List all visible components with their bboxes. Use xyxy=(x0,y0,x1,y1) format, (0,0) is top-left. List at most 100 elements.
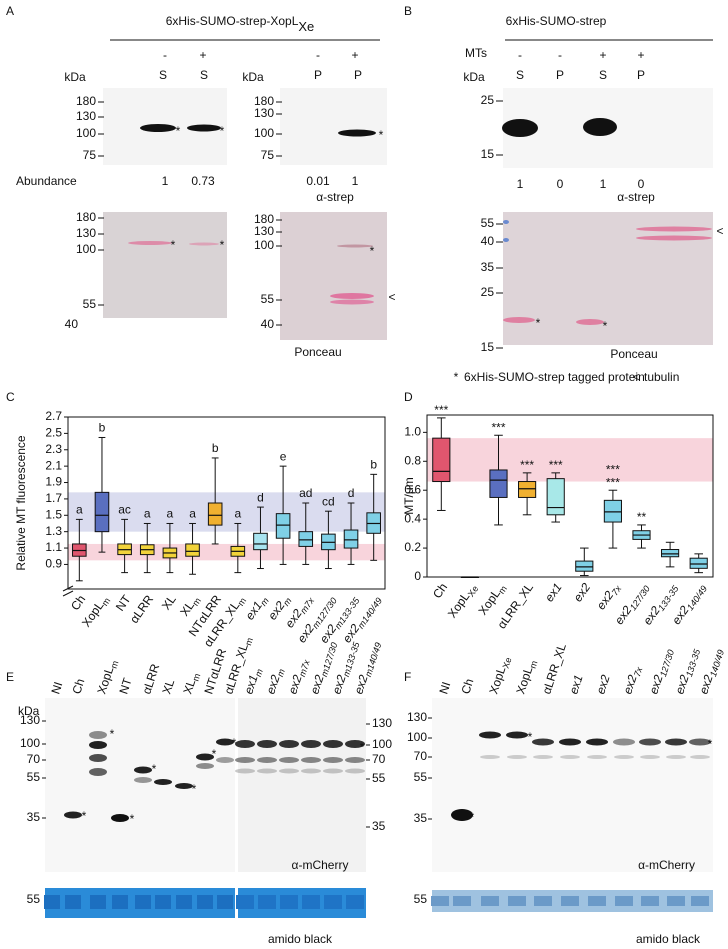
label: * xyxy=(152,762,157,776)
box xyxy=(603,499,622,523)
label-text: XopL xyxy=(95,665,117,696)
band xyxy=(175,783,193,789)
label: * xyxy=(82,809,87,823)
band xyxy=(128,241,172,245)
loading-band xyxy=(217,895,233,909)
band xyxy=(257,740,277,748)
band xyxy=(506,731,528,739)
label: 55 xyxy=(414,770,428,784)
label-subscript: m xyxy=(109,660,121,670)
band xyxy=(111,814,129,822)
label: 70 xyxy=(27,752,41,766)
loading-band xyxy=(65,895,81,909)
label: tubulin xyxy=(644,370,679,384)
panel-label: F xyxy=(404,670,411,684)
band xyxy=(586,738,608,746)
band xyxy=(345,740,365,748)
label-text: αLRR_XL xyxy=(540,642,570,696)
label-subscript: 140/49 xyxy=(708,649,726,679)
label: kDa xyxy=(463,70,485,84)
label: 35 xyxy=(372,819,386,833)
label-subscript: m xyxy=(236,596,249,608)
label: * xyxy=(110,727,115,741)
label: S xyxy=(599,68,607,82)
label-subscript: 133-35 xyxy=(684,647,703,678)
band xyxy=(196,753,214,761)
label: * xyxy=(536,316,541,330)
box xyxy=(94,491,110,533)
band xyxy=(89,731,107,739)
label-text: ex1 xyxy=(242,673,261,696)
band xyxy=(235,740,255,748)
band xyxy=(257,768,277,774)
label: 100 xyxy=(254,238,274,252)
annotation: e xyxy=(280,449,287,463)
loading-band xyxy=(155,895,171,909)
band xyxy=(640,755,660,759)
label: * xyxy=(454,370,459,384)
band xyxy=(140,124,176,132)
band xyxy=(576,319,604,325)
y-tick-label: 2.7 xyxy=(45,409,62,423)
lane-label: ex1m xyxy=(242,666,266,697)
label: S xyxy=(516,68,524,82)
label-text: ex2 xyxy=(352,673,371,696)
label: - xyxy=(316,48,320,62)
label: * xyxy=(171,238,176,252)
band xyxy=(666,755,686,759)
blot xyxy=(280,88,387,165)
x-tick-label: αLRR xyxy=(127,592,156,626)
loading-band xyxy=(641,896,659,906)
blot xyxy=(432,698,713,872)
label: * xyxy=(212,747,217,761)
band-region xyxy=(68,492,385,532)
annotation: ** xyxy=(637,510,647,524)
label: S xyxy=(200,68,208,82)
loading-band xyxy=(615,896,633,906)
label: 1 xyxy=(600,177,607,191)
label: 40 xyxy=(481,234,495,248)
band xyxy=(507,755,527,759)
y-axis-label: MT/μm xyxy=(402,477,416,515)
label: 180 xyxy=(76,210,96,224)
band xyxy=(301,768,321,774)
y-tick-label: 1.5 xyxy=(45,507,62,521)
label: * xyxy=(176,124,181,138)
band xyxy=(503,317,535,323)
label: * xyxy=(379,128,384,142)
label: 180 xyxy=(254,94,274,108)
label-subscript: m140/49 xyxy=(363,641,383,678)
label-subscript: m xyxy=(253,667,265,678)
y-tick-label: 2.3 xyxy=(45,442,62,456)
label-subscript: 140/49 xyxy=(685,584,709,613)
box xyxy=(661,549,680,558)
label: 130 xyxy=(76,226,96,240)
y-tick-label: 0.4 xyxy=(404,511,421,525)
band xyxy=(613,738,635,746)
label-text: NT xyxy=(113,592,134,614)
label: 70 xyxy=(372,752,386,766)
x-tick-label: XopLXe xyxy=(445,581,481,622)
label-subscript: m xyxy=(275,667,287,678)
band xyxy=(636,226,712,232)
annotation: b xyxy=(370,458,377,472)
label-text: ex2 xyxy=(621,673,640,696)
annotation: *** xyxy=(606,462,620,476)
rule xyxy=(62,590,74,597)
band xyxy=(187,124,221,132)
loading-band xyxy=(302,895,320,909)
label: 35 xyxy=(27,810,41,824)
label-text: ex1 xyxy=(542,581,565,605)
label: 130 xyxy=(20,713,40,727)
label: * xyxy=(370,244,375,258)
box xyxy=(518,481,537,498)
band xyxy=(560,755,580,759)
band xyxy=(533,755,553,759)
label: Ponceau xyxy=(294,345,341,359)
loading-band xyxy=(534,896,552,906)
label: * xyxy=(360,740,365,754)
label: amido black xyxy=(268,932,333,946)
label: 75 xyxy=(261,148,275,162)
label-subscript: 7x xyxy=(632,665,645,678)
lane-label: ex1 xyxy=(567,673,586,696)
